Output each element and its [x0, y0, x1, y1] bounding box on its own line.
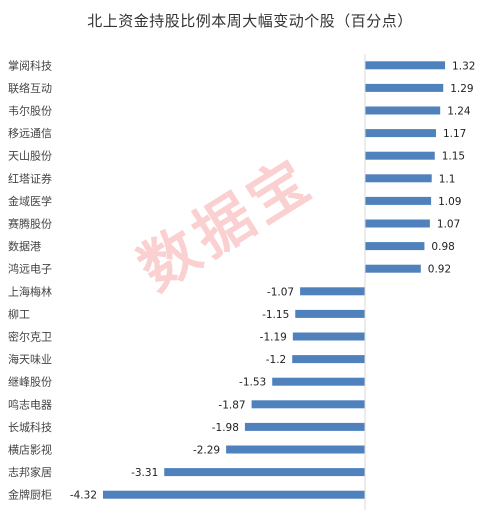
bar: [292, 355, 365, 364]
category-label: 海天味业: [8, 352, 52, 366]
category-label: 数据港: [8, 239, 41, 253]
data-label: -1.53: [239, 377, 266, 389]
data-label: 1.24: [447, 106, 471, 118]
data-label: 1.07: [437, 219, 460, 231]
category-label: 金域医学: [8, 194, 52, 208]
chart-title: 北上资金持股比例本周大幅变动个股（百分点）: [87, 12, 413, 30]
bar: [292, 332, 365, 341]
category-label: 柳工: [8, 307, 30, 321]
bar: [103, 490, 365, 499]
category-label: 鸿远电子: [8, 262, 52, 276]
category-label: 横店影视: [8, 443, 52, 457]
bar: [365, 83, 444, 92]
data-label: 1.17: [443, 128, 466, 140]
category-label: 天山股份: [8, 150, 52, 163]
data-label: -1.2: [266, 354, 287, 366]
data-label: -1.19: [260, 332, 287, 344]
bar: [365, 106, 441, 115]
data-label: -1.15: [262, 309, 289, 321]
bar: [365, 242, 425, 251]
category-label: 联络互动: [8, 81, 52, 95]
category-label: 移远通信: [8, 127, 52, 140]
bar: [251, 400, 365, 409]
data-label: -4.32: [70, 490, 97, 502]
data-label: -2.29: [193, 445, 220, 457]
category-label: 长城科技: [8, 420, 52, 434]
bar: [365, 196, 432, 205]
bar: [365, 264, 421, 273]
data-label: 1.15: [442, 151, 465, 163]
category-label: 掌阅科技: [8, 58, 52, 72]
category-label: 金牌厨柜: [8, 488, 52, 502]
bar: [295, 309, 365, 318]
bar: [164, 468, 365, 477]
category-label: 鸣志电器: [8, 397, 52, 411]
data-label: -1.98: [212, 422, 239, 434]
bar: [226, 445, 365, 454]
category-label: 志邦家居: [8, 465, 52, 479]
data-label: 0.98: [431, 241, 454, 253]
bar: [365, 61, 446, 70]
category-label: 赛腾股份: [8, 217, 52, 231]
data-label: -3.31: [131, 467, 158, 479]
data-label: -1.07: [267, 286, 294, 298]
data-label: 1.32: [452, 60, 475, 72]
bar: [272, 377, 365, 386]
category-label: 上海梅林: [8, 284, 52, 298]
category-label: 红塔证券: [8, 171, 52, 185]
category-label: 韦尔股份: [8, 105, 52, 118]
bar: [365, 219, 430, 228]
data-label: -1.87: [218, 399, 245, 411]
category-label: 继峰股份: [8, 376, 52, 389]
bar: [365, 174, 432, 183]
data-label: 1.1: [439, 173, 456, 185]
bar: [365, 129, 436, 138]
data-label: 1.29: [450, 83, 473, 95]
data-label: 0.92: [428, 264, 451, 276]
bar: [244, 422, 365, 431]
data-label: 1.09: [438, 196, 461, 208]
bar: [365, 151, 435, 160]
bar: [300, 287, 365, 296]
category-label: 密尔克卫: [8, 330, 52, 344]
